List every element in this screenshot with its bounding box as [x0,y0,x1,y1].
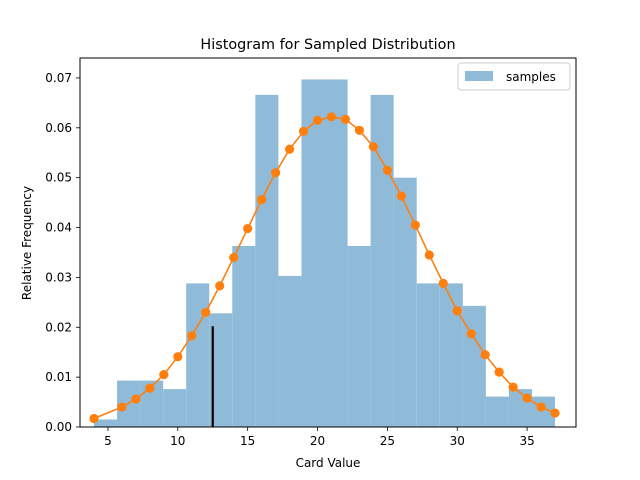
y-tick-label: 0.04 [45,221,72,235]
chart-title: Histogram for Sampled Distribution [200,37,455,53]
histogram-bar [393,177,417,427]
line-point [368,142,379,152]
line-point [550,408,560,418]
histogram-bar [278,275,302,427]
line-point [243,223,253,234]
line-point [117,402,127,412]
line-point [271,168,281,178]
histogram-bar [209,313,233,427]
line-point [257,195,267,205]
line-point [494,367,504,377]
histogram-bar [347,245,371,427]
y-axis-label: Relative Frequency [20,186,34,300]
x-tick-label: 20 [310,434,325,448]
x-axis-ticks: 5 10 15 20 25 30 35 [104,427,535,448]
line-point [466,329,476,339]
histogram-bar [485,396,509,427]
y-tick-label: 0.00 [45,420,72,434]
line-point [340,114,351,124]
line-point [326,112,337,122]
line-point [536,402,546,412]
line-point [354,125,365,135]
x-tick-label: 15 [240,434,255,448]
distribution-line-group [89,112,560,424]
histogram-bar [462,305,486,427]
line-point [522,393,532,403]
legend: samples [457,62,571,91]
line-point [438,278,448,288]
x-tick-label: 5 [104,434,112,448]
y-axis-ticks: 0.00 0.01 0.02 0.03 0.04 0.05 0.06 0.07 [45,71,80,434]
y-tick-label: 0.07 [45,71,72,85]
y-tick-label: 0.05 [45,171,72,185]
x-tick-label: 10 [170,434,185,448]
line-point [159,370,169,380]
line-point [284,144,295,154]
line-point [187,331,197,341]
y-tick-label: 0.01 [45,370,72,384]
histogram-bar [186,283,210,427]
legend-label-samples: samples [506,70,556,84]
legend-box [457,62,571,91]
line-point [215,281,225,291]
line-point [452,306,462,316]
y-tick-label: 0.02 [45,320,72,334]
line-point [382,165,392,175]
line-point [229,252,239,263]
histogram-bar [324,79,348,427]
legend-swatch-samples [465,71,493,81]
x-tick-label: 30 [450,434,465,448]
line-point [89,413,99,424]
line-point [298,126,309,136]
x-tick-label: 25 [380,434,395,448]
y-tick-label: 0.03 [45,270,72,284]
histogram-bar [93,419,118,427]
line-point [173,352,183,362]
histogram-bar [163,389,187,427]
plot-frame [79,57,577,428]
line-point [312,115,323,125]
histogram-bar [301,79,325,427]
histogram-bar [255,94,279,428]
line-point [410,220,420,230]
line-point [508,382,518,392]
y-tick-label: 0.06 [45,121,72,135]
histogram-bar [416,283,440,427]
histogram-bar [232,245,256,427]
histogram-bar [439,283,463,427]
x-tick-label: 35 [519,434,534,448]
line-point [480,350,490,360]
histogram-bar [370,94,394,428]
line-point [145,383,155,393]
line-point [201,307,211,317]
x-axis-label: Card Value [296,456,361,470]
line-point [131,394,141,404]
line-point [424,250,434,260]
line-point [396,191,406,201]
